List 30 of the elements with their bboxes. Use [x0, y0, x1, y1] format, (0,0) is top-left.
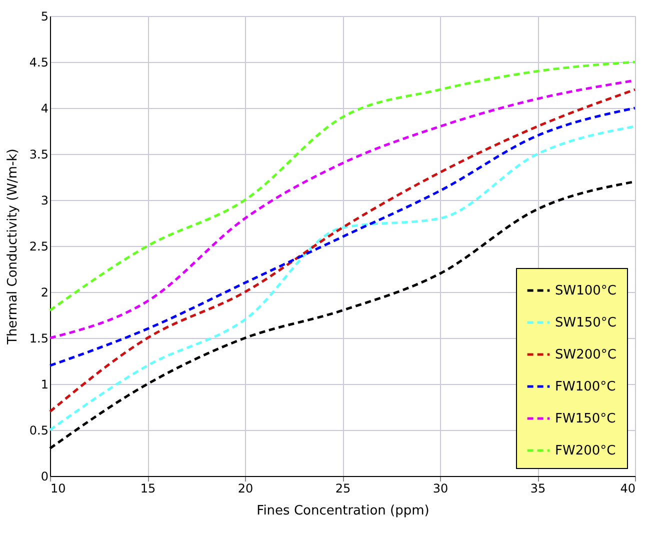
legend-label: SW150°C	[555, 316, 616, 330]
x-tick-label: 20	[238, 482, 254, 496]
y-tick-label: 1.5	[29, 332, 48, 346]
x-tick-label: 10	[50, 482, 66, 496]
x-tick-label: 30	[432, 482, 448, 496]
line-series	[48, 88, 636, 413]
y-tick-label: 3	[40, 194, 48, 208]
legend-label: FW100°C	[555, 380, 616, 394]
legend-label: SW100°C	[555, 284, 616, 298]
x-tick-label: 25	[335, 482, 351, 496]
y-tick-label: 3.5	[29, 148, 48, 162]
y-tick-label: 0	[40, 470, 48, 484]
x-axis-title: Fines Concentration (ppm)	[256, 504, 430, 518]
legend-label: SW200°C	[555, 348, 616, 362]
y-tick-label: 2.5	[29, 240, 48, 254]
x-tick-label: 35	[530, 482, 546, 496]
line-series	[48, 106, 636, 367]
y-tick-label: 4	[40, 102, 48, 116]
line-series	[48, 125, 636, 432]
y-axis-title: Thermal Conductivity (W/m-k)	[5, 148, 20, 346]
y-tick-label: 5	[40, 10, 48, 24]
y-tick-label: 1	[40, 378, 48, 392]
line-series	[48, 60, 636, 312]
legend-label: FW200°C	[555, 444, 616, 458]
x-tick-label: 15	[140, 482, 156, 496]
y-tick-label: 0.5	[29, 424, 48, 438]
y-tick-label: 4.5	[29, 56, 48, 70]
y-tick-label: 2	[40, 286, 48, 300]
x-tick-label: 40	[620, 482, 636, 496]
legend-label: FW150°C	[555, 412, 616, 426]
